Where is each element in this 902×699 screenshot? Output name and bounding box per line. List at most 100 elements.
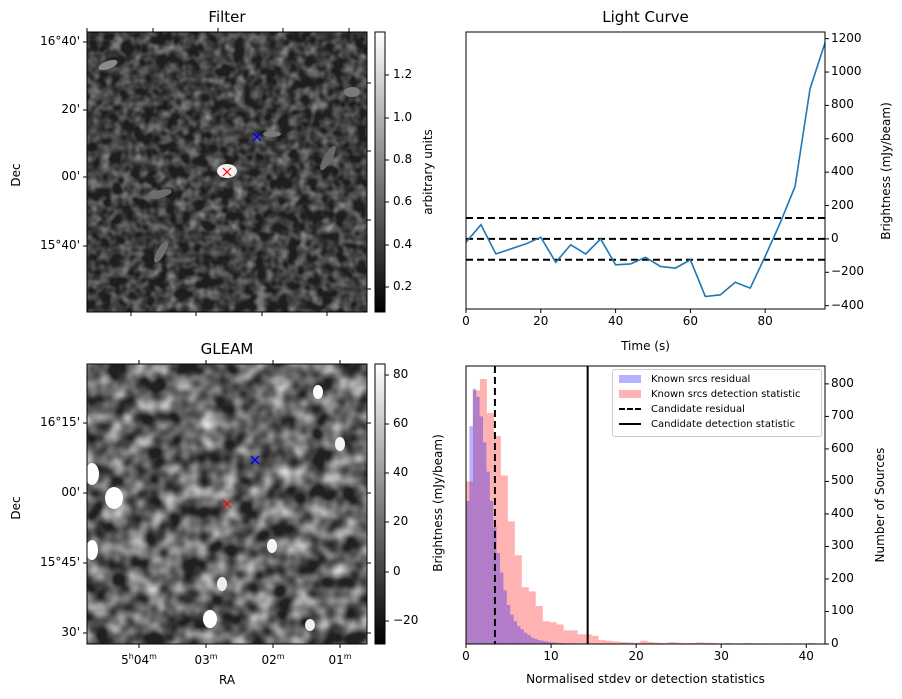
- residual-bin: [537, 640, 541, 644]
- residual-bin: [496, 552, 501, 644]
- legend-swatch-detection: [619, 390, 641, 398]
- detection-bin: [521, 587, 529, 644]
- residual-bin: [551, 642, 555, 644]
- residual-bin: [476, 396, 480, 644]
- gleam-cbar-tick-3: 20: [393, 514, 409, 528]
- detection-bin: [668, 642, 676, 644]
- residual-bin: [486, 471, 490, 644]
- detection-bin: [647, 642, 655, 644]
- residual-bin: [503, 590, 507, 644]
- histogram-ylabel: Number of Sources: [873, 447, 887, 563]
- lightcurve-ytick-label: 800: [831, 97, 854, 112]
- residual-bin: [489, 500, 494, 644]
- detection-bin: [556, 624, 564, 644]
- residual-bin: [472, 388, 477, 644]
- detection-bin: [542, 621, 550, 644]
- detection-bin: [479, 379, 487, 644]
- histogram-ytick-label: 600: [831, 440, 854, 455]
- gleam-colorbar: [374, 363, 386, 645]
- filter-reference-marker: [252, 132, 262, 142]
- histogram-ytick-label: 800: [831, 375, 854, 390]
- detection-bin: [696, 642, 704, 644]
- lightcurve-chart: [465, 31, 829, 313]
- filter-ticks: [83, 28, 371, 316]
- lightcurve-ylabel: Brightness (mJy/beam): [879, 102, 893, 240]
- residual-bin: [479, 416, 484, 644]
- histogram-axes: [465, 365, 826, 645]
- residual-bin: [520, 629, 524, 644]
- residual-bin: [483, 442, 487, 644]
- legend-label-candidate-residual: Candidate residual: [651, 403, 745, 415]
- legend-label-detection: Known srcs detection statistic: [651, 388, 801, 400]
- detection-bin: [598, 640, 606, 644]
- residual-bin: [544, 641, 548, 644]
- histogram-ytick-label: 0: [831, 636, 839, 650]
- detection-bin: [500, 475, 508, 644]
- gleam-reference-marker: [250, 455, 260, 465]
- lightcurve-xtick-label: 20: [533, 314, 549, 328]
- filter-ytick-1: 20': [61, 102, 80, 116]
- histogram-xtick-label: 30: [713, 649, 729, 663]
- detection-bin: [619, 642, 627, 644]
- legend-item-candidate-detection: Candidate detection statistic: [619, 417, 795, 431]
- detection-bin: [486, 413, 494, 644]
- residual-bin: [523, 632, 528, 644]
- detection-bin: [605, 640, 613, 644]
- detection-bin: [577, 634, 585, 644]
- detection-bin: [549, 622, 557, 644]
- filter-cbar-tick-2: 0.8: [393, 152, 413, 166]
- lightcurve-line: [465, 42, 826, 298]
- filter-cbar-tick-4: 0.4: [393, 237, 413, 251]
- filter-candidate-marker: [222, 167, 232, 177]
- legend-item-candidate-residual: Candidate residual: [619, 402, 745, 416]
- lightcurve-ytick-label: −400: [831, 297, 864, 312]
- residual-bin: [469, 426, 473, 644]
- histogram-xtick-label: 10: [543, 649, 559, 663]
- gleam-title: GLEAM: [200, 340, 254, 358]
- gleam-xlabel: RA: [218, 673, 236, 687]
- gleam-xtick-3: 01m: [328, 652, 352, 667]
- lightcurve-xtick-label: 60: [682, 314, 699, 328]
- detection-bin: [535, 605, 543, 644]
- lightcurve-ytick-label: 600: [831, 130, 854, 145]
- legend-label-candidate-detection: Candidate detection statistic: [651, 418, 796, 430]
- gleam-image: [85, 364, 367, 644]
- histogram-chart: [465, 365, 829, 648]
- gleam-panel: [83, 360, 389, 648]
- gleam-xtick-1: 03m: [194, 652, 218, 667]
- detection-bin: [472, 390, 480, 644]
- detection-bin: [640, 640, 648, 644]
- lightcurve-ytick-label: 400: [831, 164, 854, 179]
- gleam-xtick-0: 5h04m: [121, 652, 157, 667]
- detection-bin: [514, 555, 522, 644]
- gleam-ytick-3: 30': [61, 625, 80, 639]
- residual-bin: [547, 642, 552, 644]
- residual-bin: [534, 638, 538, 644]
- detection-bin: [612, 641, 620, 644]
- filter-ytick-0: 16°40': [40, 34, 80, 48]
- detection-bin: [507, 521, 515, 644]
- lightcurve-xtick-label: 0: [462, 314, 470, 328]
- gleam-ytick-0: 16°15': [40, 415, 80, 429]
- lightcurve-ytick-label: −200: [831, 264, 864, 279]
- filter-cbar-tick-5: 0.2: [393, 279, 413, 293]
- filter-cbar-tick-3: 0.6: [393, 194, 413, 208]
- gleam-xtick-2: 02m: [261, 652, 285, 667]
- histogram-xtick-label: 0: [462, 649, 470, 663]
- histogram-xtick-label: 40: [798, 649, 814, 663]
- legend-swatch-candidate-residual: [619, 408, 641, 410]
- residual-bin: [554, 642, 558, 644]
- lightcurve-ytick-label: 200: [831, 197, 854, 212]
- detection-bin: [528, 591, 536, 644]
- legend-swatch-candidate-detection: [619, 423, 641, 425]
- residual-bin: [527, 634, 531, 644]
- histogram-ytick-label: 400: [831, 505, 854, 520]
- filter-title: Filter: [208, 8, 246, 26]
- gleam-cbar-tick-2: 40: [393, 465, 409, 479]
- filter-ytick-2: 00': [61, 169, 80, 183]
- gleam-candidate-marker: [222, 499, 232, 509]
- filter-panel: [83, 28, 389, 316]
- lightcurve-ytick-label: 1000: [831, 64, 862, 79]
- residual-bin: [513, 621, 518, 644]
- gleam-ytick-2: 15°45': [40, 555, 80, 569]
